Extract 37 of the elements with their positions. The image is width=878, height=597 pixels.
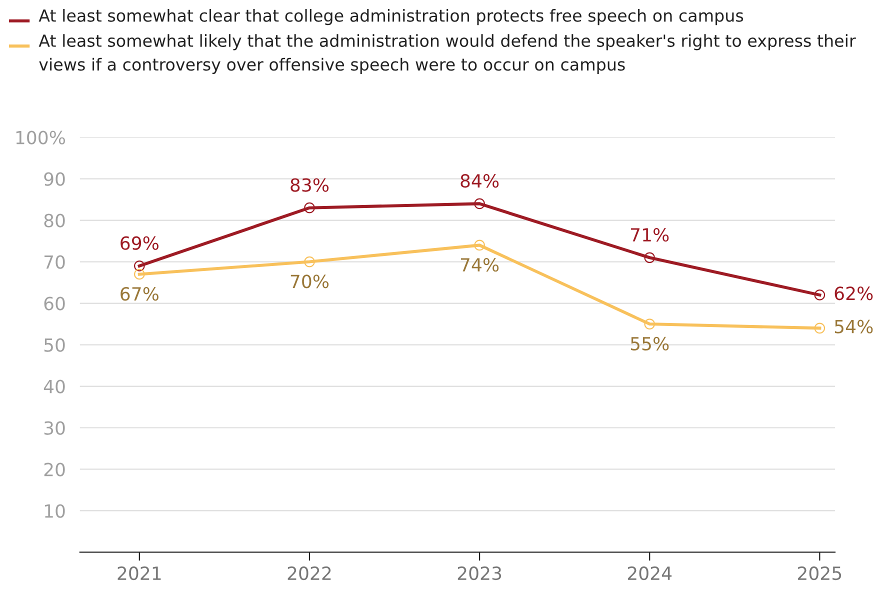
data-label: 70% (290, 274, 329, 288)
x-tick-label: 2022 (288, 566, 331, 580)
data-label: 84% (460, 174, 499, 188)
legend-label: At least somewhat clear that college administration protects free speech on campus (38, 8, 744, 26)
data-label: 67% (120, 287, 158, 301)
y-tick-label: 90 (44, 172, 65, 186)
point (814, 290, 826, 300)
y-tick-label: 50 (44, 338, 65, 352)
y-tick-label: 70 (44, 255, 65, 269)
y-tick-label: 10 (45, 504, 65, 518)
point (814, 322, 826, 334)
y-tick-label: 60 (44, 296, 65, 310)
x-tick-label: 2021 (118, 566, 161, 580)
x-tick-label: 2023 (458, 566, 502, 580)
point (644, 252, 656, 264)
data-label: 74% (460, 258, 499, 272)
point (134, 268, 145, 280)
y-tick-label: 20 (44, 462, 65, 476)
point (474, 240, 485, 251)
data-label: 69% (120, 236, 158, 250)
data-label: 55% (630, 336, 669, 350)
data-label: 71% (631, 228, 669, 242)
point (304, 202, 315, 214)
data-label: 83% (290, 178, 329, 192)
data-label: 54% (834, 320, 873, 334)
data-label: 62% (834, 286, 873, 300)
y-tick-label: 30 (44, 421, 65, 435)
point (644, 318, 656, 330)
x-tick-label: 2024 (628, 566, 672, 580)
x-tick-label: 2025 (798, 566, 842, 580)
point (134, 260, 145, 272)
y-tick-label: 40 (44, 380, 65, 394)
point (304, 256, 315, 268)
y-tick-label: 80 (44, 214, 65, 228)
point (474, 198, 485, 210)
legend-label: At least somewhat likely that the administration would defend the speaker's right to express their views if a controversy over offensive speech were to occur on campus (38, 34, 856, 74)
y-tick-label: 100% (16, 130, 66, 144)
